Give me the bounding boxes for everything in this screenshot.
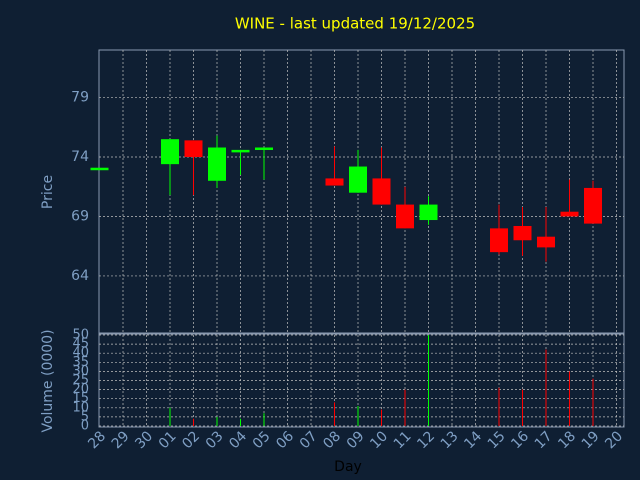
x-tick-label: 04 [226, 428, 250, 452]
candle-body [372, 178, 391, 205]
candle-body [231, 149, 250, 153]
candle-body [255, 147, 273, 151]
x-tick-label: 02 [179, 428, 203, 452]
x-tick-label: 11 [391, 428, 415, 452]
x-tick-label: 05 [250, 428, 274, 452]
candle-body [513, 225, 532, 241]
y-tick-label: 79 [71, 90, 89, 106]
x-tick-label: 20 [602, 428, 626, 452]
x-tick-label: 19 [579, 428, 603, 452]
candle-body [161, 139, 179, 165]
x-tick-label: 13 [438, 428, 462, 452]
y-tick-label: 0 [81, 419, 89, 434]
y-tick-label: 40 [72, 346, 89, 361]
x-tick-label: 16 [508, 428, 532, 452]
x-tick-label: 01 [156, 428, 180, 452]
candle-body [419, 204, 438, 221]
x-axis-label: Day [334, 459, 362, 475]
y-tick-label: 64 [71, 268, 89, 284]
y-tick-label: 20 [72, 382, 89, 397]
y-axis-label: Price [40, 175, 56, 209]
y-tick-label: 30 [72, 364, 89, 379]
x-tick-label: 17 [532, 428, 556, 452]
y-tick-label: 15 [72, 391, 89, 406]
x-tick-label: 10 [367, 428, 391, 452]
candle-body [184, 140, 203, 158]
y-tick-label: 25 [72, 373, 89, 388]
y-tick-label: 10 [72, 400, 89, 415]
y-tick-label: 5 [81, 409, 89, 424]
x-tick-label: 15 [485, 428, 509, 452]
candle-body [490, 228, 508, 253]
volume-frame [98, 333, 625, 428]
y-tick-label: 74 [71, 149, 89, 165]
x-tick-label: 08 [320, 428, 344, 452]
candle-body [349, 166, 367, 193]
candle-body [90, 167, 109, 171]
y-tick-label: 69 [71, 208, 89, 224]
x-tick-label: 12 [414, 428, 438, 452]
y-tick-label: 50 [72, 328, 89, 343]
candle-body [396, 204, 414, 229]
chart-title: WINE - last updated 19/12/2025 [235, 15, 475, 33]
y-axis-label: Volume (0000) [40, 329, 56, 432]
x-tick-label: 07 [297, 428, 321, 452]
x-tick-label: 14 [461, 428, 485, 452]
x-tick-label: 09 [344, 428, 368, 452]
x-tick-label: 30 [132, 428, 156, 452]
y-tick-label: 45 [72, 337, 89, 352]
x-tick-label: 06 [273, 428, 297, 452]
y-tick-label: 35 [72, 355, 89, 370]
x-tick-label: 18 [555, 428, 579, 452]
candle-body [325, 178, 344, 186]
x-tick-label: 29 [109, 428, 133, 452]
price-frame [98, 49, 625, 334]
candle-body [537, 236, 555, 248]
candle-body [560, 211, 579, 217]
candle-body [208, 147, 226, 181]
x-tick-label: 03 [203, 428, 227, 452]
candle-body [584, 187, 602, 224]
